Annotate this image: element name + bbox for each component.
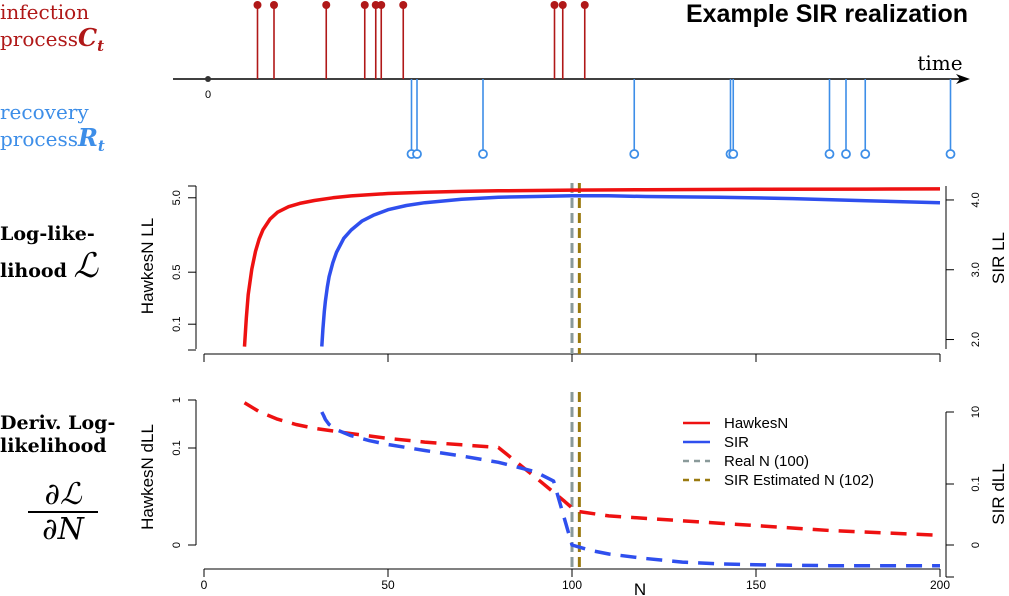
infection-label-word: process: [0, 27, 78, 51]
dll-left-tick-label: 1: [171, 397, 183, 403]
time-axis-label: time: [917, 51, 962, 75]
dll-left-ticks: 00.11: [171, 397, 196, 548]
dll-left-tick-label: 0.1: [171, 440, 183, 455]
infection-event-marker: [558, 1, 567, 9]
recovery-label-word: process: [0, 127, 78, 151]
ll-right-tick-label: 4.0: [970, 192, 982, 207]
time-origin-marker: [205, 76, 211, 82]
recovery-event-marker: [478, 149, 488, 159]
log-likelihood-label-line1: Log-like-: [0, 223, 95, 245]
recovery-label-line2: processRt: [0, 123, 105, 155]
log-likelihood-label-line2: lihood ℒ: [0, 246, 98, 287]
dll-x-tick-label: 100: [562, 578, 582, 592]
ll-left-ticks: 0.1 0.5 5.0: [171, 185, 196, 351]
legend-label: Real N (100): [724, 453, 809, 470]
dll-right-axis-label: SIR dLL: [989, 463, 1008, 524]
infection-event-marker: [322, 1, 331, 9]
log-likelihood-label-word: lihood: [0, 259, 67, 282]
time-axis-arrow-icon: [956, 74, 970, 84]
dll-x-tick-label: 0: [201, 578, 208, 592]
infection-event-marker: [580, 1, 589, 9]
derivative-label-line2: likelihood: [0, 434, 107, 457]
hawkes-dll-line: [243, 401, 941, 538]
log-likelihood-symbol: ℒ: [73, 245, 99, 286]
dll-x-tick-label: 150: [746, 578, 766, 592]
recovery-event-marker: [824, 149, 835, 159]
sir-dll-line: [320, 411, 940, 568]
recovery-event-marker: [629, 149, 640, 159]
infection-label-line2: processCt: [0, 23, 105, 55]
dll-right-tick-label: 10: [970, 406, 982, 418]
infection-label: infection processCt: [0, 0, 104, 55]
figure-title: Example SIR realization: [686, 0, 968, 28]
derivative-label: Deriv. Log- likelihood: [0, 412, 115, 458]
dll-right-tick-label: 0: [970, 542, 982, 548]
recovery-event-marker: [728, 149, 739, 159]
infection-event-marker: [253, 1, 262, 9]
infection-subscript: t: [97, 37, 105, 55]
dll-right-tick-label: 0.1: [970, 476, 982, 491]
ll-right-axis-label: SIR LL: [989, 232, 1008, 284]
timeline-panel: Example SIR realization time 0: [173, 0, 970, 159]
legend-label: SIR Estimated N (102): [724, 472, 874, 489]
infection-event-marker: [270, 1, 278, 9]
ll-left-tick-label: 5.0: [171, 190, 183, 205]
ll-series: [242, 187, 941, 347]
dll-series: [243, 401, 941, 568]
time-origin-label: 0: [205, 89, 211, 101]
sir-ll-line: [320, 194, 941, 347]
dll-x-ticks: 0 50 100 150 200: [201, 569, 950, 592]
infection-event-marker: [550, 1, 559, 9]
ll-x-ticks: [203, 354, 941, 362]
derivative-fraction: ∂ℒ ∂N: [28, 478, 98, 546]
ll-left-axis-label: HawkesN LL: [138, 218, 157, 314]
recovery-event-marker: [860, 149, 871, 159]
infection-events: [253, 1, 589, 79]
recovery-label-line1: recovery: [0, 100, 89, 124]
derivative-numerator: ∂ℒ: [28, 478, 98, 513]
dll-left-axis-label: HawkesN dLL: [138, 424, 157, 530]
hawkes-ll-line: [242, 187, 941, 347]
ll-axes: [195, 186, 947, 355]
recovery-event-marker: [412, 149, 422, 159]
infection-event-marker: [360, 1, 369, 9]
infection-event-marker: [399, 1, 408, 9]
dll-left-tick-label: 0: [171, 542, 183, 548]
recovery-label: recovery processRt: [0, 100, 105, 155]
recovery-event-marker: [841, 149, 851, 159]
dll-right-ticks: 0 0.1 10: [946, 406, 982, 578]
derivative-denominator: ∂N: [42, 512, 84, 547]
infection-label-line1: infection: [0, 0, 90, 24]
chart-legend: HawkesN SIR Real N (100) SIR Estimated N (1…: [683, 415, 874, 489]
legend-label: HawkesN: [724, 415, 788, 432]
recovery-event-marker: [945, 149, 956, 159]
ll-reference-lines: [570, 183, 581, 354]
ll-right-ticks: 2.0 3.0 4.0: [946, 192, 982, 347]
ll-right-tick-label: 2.0: [970, 332, 982, 347]
recovery-subscript: t: [97, 137, 105, 155]
legend-label: SIR: [724, 434, 749, 451]
log-likelihood-panel: 0.1 0.5 5.0 2.0 3.0 4.0 HawkesN LL SIR LL: [138, 183, 1008, 362]
log-likelihood-label: Log-like- lihood ℒ: [0, 223, 98, 287]
dll-x-axis-label: N: [634, 580, 646, 596]
infection-symbol: C: [77, 23, 98, 52]
derivative-label-line1: Deriv. Log-: [0, 412, 116, 434]
ll-left-tick-label: 0.1: [171, 317, 183, 332]
infection-event-marker: [371, 1, 380, 9]
ll-left-tick-label: 0.5: [171, 265, 183, 280]
dll-x-tick-label: 50: [381, 578, 395, 592]
dll-x-tick-label: 200: [930, 578, 950, 592]
infection-event-marker: [377, 1, 386, 9]
recovery-events: [406, 79, 956, 159]
ll-right-tick-label: 3.0: [970, 262, 982, 277]
derivative-panel: 0 50 100 150 200 00.11 00.110 HawkesN dLL SI…: [138, 392, 1008, 596]
recovery-symbol: R: [77, 123, 98, 152]
